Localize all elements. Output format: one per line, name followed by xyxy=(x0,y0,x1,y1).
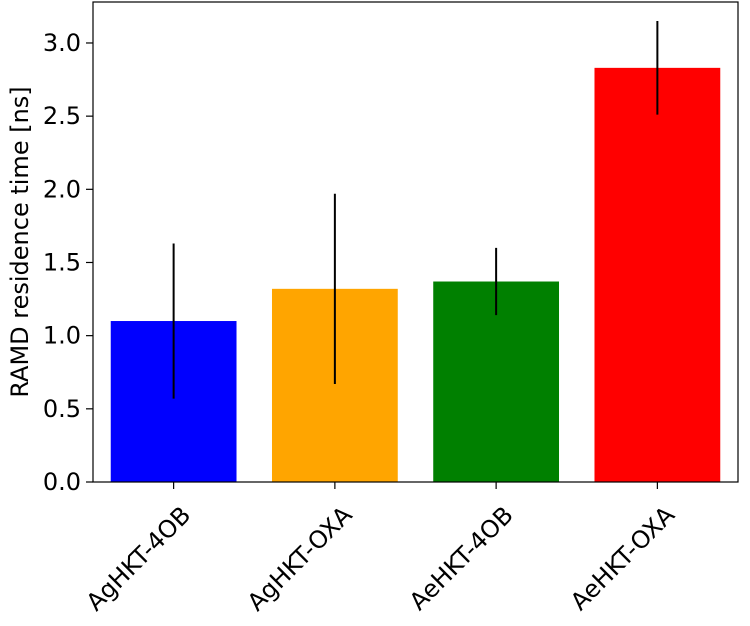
y-tick-label: 2.5 xyxy=(43,102,81,130)
y-tick-label: 2.0 xyxy=(43,175,81,203)
x-tick-label: AeHKT-OXA xyxy=(565,500,680,615)
y-tick-label: 1.0 xyxy=(43,322,81,350)
y-tick-label: 0.0 xyxy=(43,468,81,496)
x-tick-label: AgHKT-OXA xyxy=(242,500,358,616)
y-axis: 0.0 0.5 1.0 1.5 2.0 2.5 3.0 xyxy=(43,29,93,496)
y-tick-label: 0.5 xyxy=(43,395,81,423)
x-tick-label: AgHKT-4OB xyxy=(81,501,196,616)
plot-frame xyxy=(92,1,739,483)
y-axis-label: RAMD residence time [ns] xyxy=(6,86,34,397)
y-tick-label: 1.5 xyxy=(43,248,81,276)
bar-aehkt-oxa xyxy=(594,67,721,482)
y-tick-label: 3.0 xyxy=(43,29,81,57)
x-tick-label: AeHKT-4OB xyxy=(404,501,519,616)
bars xyxy=(110,67,721,482)
error-bars xyxy=(172,21,659,399)
x-axis: AgHKT-4OB AgHKT-OXA AeHKT-4OB AeHKT-OXA xyxy=(81,482,680,617)
